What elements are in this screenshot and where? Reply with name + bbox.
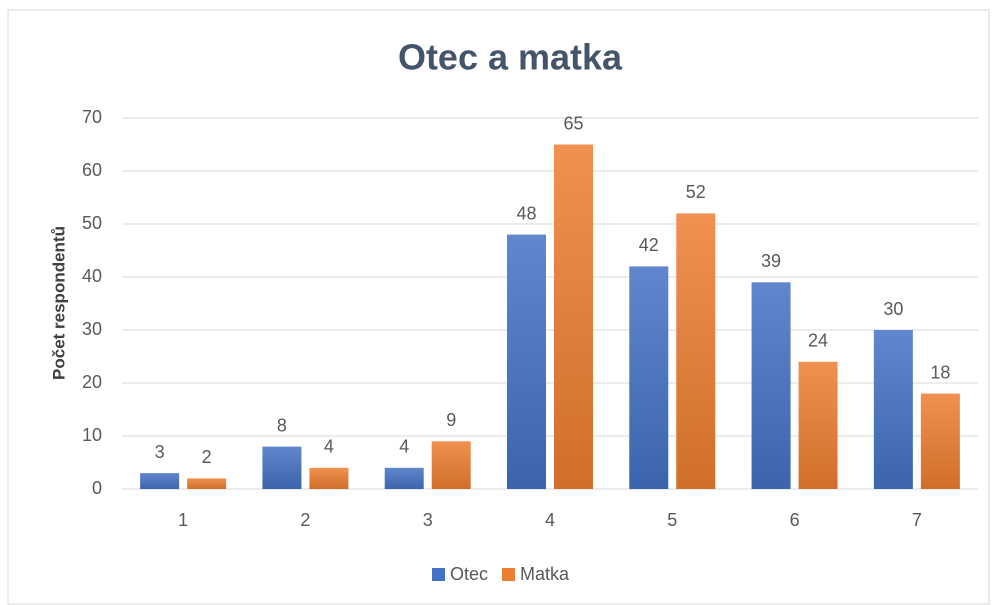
bar bbox=[507, 234, 546, 489]
y-tick-label: 70 bbox=[82, 107, 102, 127]
data-label: 30 bbox=[883, 299, 903, 319]
bar bbox=[676, 213, 716, 489]
legend-label: Otec bbox=[450, 564, 488, 584]
data-label: 24 bbox=[808, 331, 828, 351]
data-label: 4 bbox=[324, 437, 334, 457]
data-label: 52 bbox=[686, 182, 706, 202]
legend-label: Matka bbox=[520, 564, 570, 584]
x-tick-label: 1 bbox=[178, 510, 188, 530]
bar bbox=[140, 473, 180, 489]
bar bbox=[309, 467, 349, 489]
x-tick-label: 3 bbox=[423, 510, 433, 530]
bar bbox=[873, 330, 913, 489]
bar bbox=[384, 467, 424, 489]
bar bbox=[262, 446, 302, 489]
bar bbox=[751, 282, 791, 489]
x-tick-label: 7 bbox=[912, 510, 922, 530]
x-tick-label: 6 bbox=[790, 510, 800, 530]
bar bbox=[554, 144, 593, 489]
bar bbox=[920, 393, 960, 489]
bar bbox=[629, 266, 669, 489]
y-tick-label: 0 bbox=[92, 478, 102, 498]
data-label: 3 bbox=[155, 442, 165, 462]
bar bbox=[798, 361, 838, 489]
y-tick-label: 30 bbox=[82, 319, 102, 339]
data-label: 48 bbox=[516, 203, 536, 223]
x-tick-label: 4 bbox=[545, 510, 555, 530]
data-label: 2 bbox=[202, 447, 212, 467]
y-axis-label: Počet respondentů bbox=[49, 226, 68, 380]
data-label: 18 bbox=[930, 362, 950, 382]
y-tick-label: 10 bbox=[82, 425, 102, 445]
data-label: 8 bbox=[277, 415, 287, 435]
bar bbox=[187, 478, 227, 489]
x-tick-label: 2 bbox=[300, 510, 310, 530]
y-tick-label: 40 bbox=[82, 266, 102, 286]
data-label: 9 bbox=[446, 410, 456, 430]
data-label: 39 bbox=[761, 251, 781, 271]
chart-border bbox=[7, 9, 990, 605]
y-tick-label: 20 bbox=[82, 372, 102, 392]
y-tick-label: 50 bbox=[82, 213, 102, 233]
y-tick-label: 60 bbox=[82, 160, 102, 180]
x-tick-label: 5 bbox=[667, 510, 677, 530]
data-label: 42 bbox=[639, 235, 659, 255]
legend-swatch bbox=[432, 568, 445, 581]
chart-title: Otec a matka bbox=[398, 37, 623, 78]
bar bbox=[431, 441, 471, 489]
data-label: 65 bbox=[563, 113, 583, 133]
data-label: 4 bbox=[399, 437, 409, 457]
legend-swatch bbox=[502, 568, 516, 581]
